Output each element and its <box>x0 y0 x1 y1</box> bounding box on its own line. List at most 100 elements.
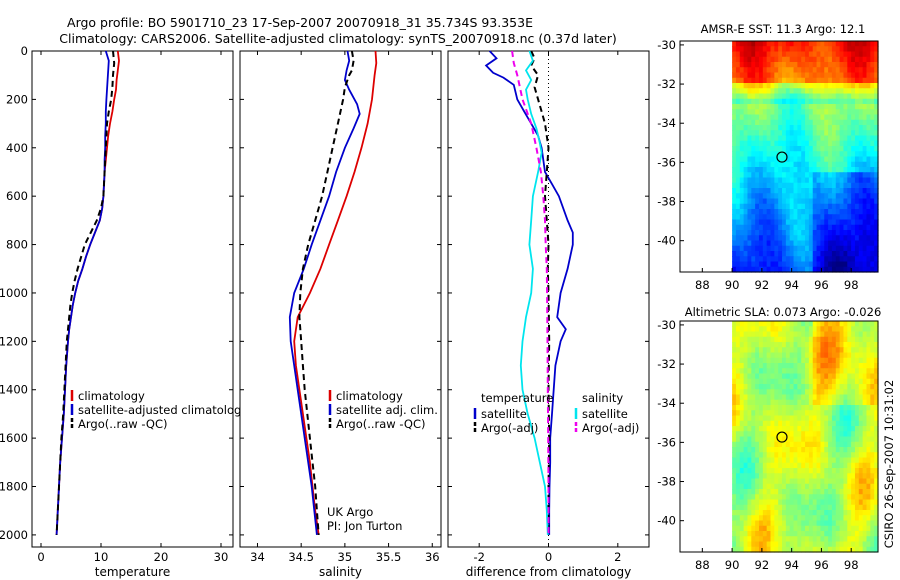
map-cell <box>805 219 810 226</box>
map-cell <box>820 219 825 226</box>
map-cell <box>797 452 802 459</box>
map-cell <box>862 130 868 137</box>
y-tick-label: -36 <box>657 435 676 449</box>
map-cell <box>862 93 868 100</box>
map-cell <box>739 51 745 58</box>
map-cell <box>751 389 756 396</box>
map-cell <box>847 473 852 480</box>
map-cell <box>862 83 868 89</box>
map-cell <box>739 373 745 380</box>
map-cell <box>785 452 791 459</box>
map-cell <box>766 182 772 189</box>
map-cell <box>732 230 737 236</box>
map-cell <box>828 83 833 89</box>
map-cell <box>785 56 791 63</box>
map-cell <box>828 119 833 126</box>
map-cell <box>816 510 822 516</box>
map-cell <box>862 41 868 47</box>
map-cell <box>766 93 772 100</box>
map-cell <box>828 368 833 375</box>
map-cell <box>851 357 856 364</box>
map-cell <box>785 93 791 100</box>
map-cell <box>831 125 837 131</box>
map-cell <box>828 426 833 432</box>
map-cell <box>766 426 772 432</box>
map-cell <box>824 240 829 247</box>
map-cell <box>812 546 818 553</box>
map-cell <box>835 410 841 417</box>
map-cell <box>755 130 760 137</box>
map-cell <box>866 352 871 359</box>
map-cell <box>751 209 756 215</box>
map-cell <box>812 504 818 511</box>
map-cell <box>751 326 756 333</box>
map-cell <box>785 83 791 89</box>
map-cell <box>782 384 787 390</box>
map-cell <box>785 415 791 422</box>
map-cell <box>816 177 822 184</box>
map-cell <box>816 188 822 194</box>
map-cell <box>735 473 741 480</box>
map-cell <box>774 347 779 354</box>
map-cell <box>870 251 875 257</box>
map-cell <box>851 452 856 459</box>
map-cell <box>747 104 752 110</box>
map-cell <box>751 384 756 390</box>
map-cell <box>770 93 775 100</box>
map-cell <box>735 499 741 506</box>
map-cell <box>839 51 845 58</box>
map-cell <box>770 146 775 152</box>
map-cell <box>866 489 871 495</box>
map-cell <box>774 504 779 511</box>
map-cell <box>831 193 837 200</box>
map-cell <box>758 67 764 74</box>
map-cell <box>858 167 864 173</box>
map-cell <box>854 489 860 495</box>
map-cell <box>778 399 783 406</box>
map-cell <box>766 525 772 532</box>
map-cell <box>831 389 837 396</box>
map-cell <box>758 452 764 459</box>
map-cell <box>758 172 764 179</box>
map-cell <box>851 224 856 231</box>
map-cell <box>835 489 841 495</box>
map-cell <box>782 77 787 84</box>
map-cell <box>762 240 768 247</box>
map-cell <box>854 172 860 179</box>
map-cell <box>851 520 856 527</box>
map-cell <box>762 67 768 74</box>
map-cell <box>801 167 806 173</box>
map-cell <box>839 182 845 189</box>
map-cell <box>805 235 810 242</box>
map-cell <box>762 405 768 411</box>
map-cell <box>862 415 868 422</box>
map-cell <box>774 352 779 359</box>
x-tick-label: 34 <box>250 550 265 564</box>
map-cell <box>843 357 848 364</box>
map-cell <box>743 394 749 401</box>
map-cell <box>732 520 737 527</box>
map-cell <box>847 151 852 158</box>
map-cell <box>808 72 814 79</box>
map-cell <box>808 114 814 121</box>
map-cell <box>732 125 737 131</box>
map-cell <box>805 114 810 121</box>
map-cell <box>847 119 852 126</box>
map-cell <box>851 146 856 152</box>
map-cell <box>770 431 775 438</box>
map-cell <box>851 468 856 474</box>
map-cell <box>755 536 760 543</box>
map-cell <box>854 373 860 380</box>
map-cell <box>797 499 802 506</box>
map-cell <box>847 447 852 453</box>
map-cell <box>866 146 871 152</box>
map-cell <box>785 230 791 236</box>
map-cell <box>770 441 775 448</box>
map-cell <box>778 499 783 506</box>
map-cell <box>874 489 879 495</box>
map-cell <box>747 261 752 268</box>
map-cell <box>862 182 868 189</box>
map-cell <box>870 494 875 501</box>
map-cell <box>831 266 837 273</box>
map-cell <box>835 151 841 158</box>
